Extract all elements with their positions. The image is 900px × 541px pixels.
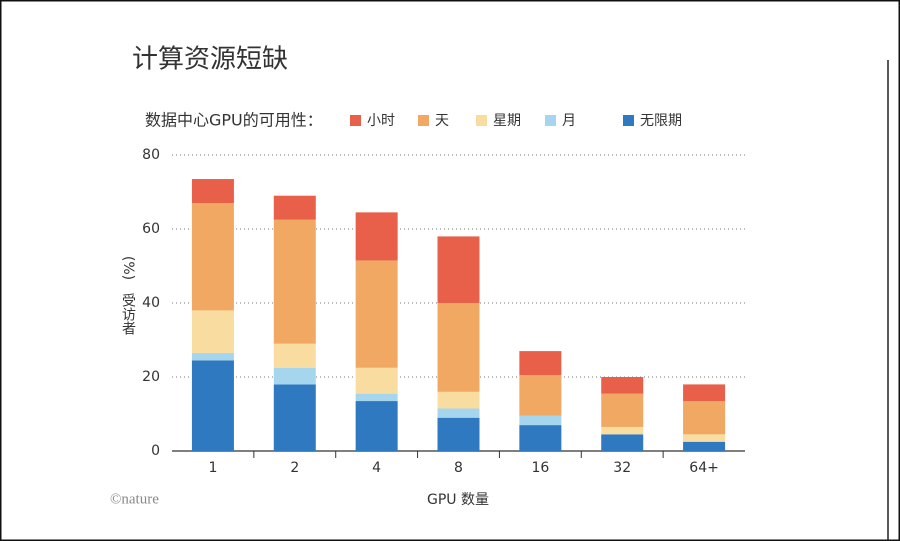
x-tick-label: 8 [454,460,463,476]
x-tick-label: 2 [290,460,299,476]
bar-segment [355,401,398,451]
legend-swatch [350,115,361,126]
legend-title: 数据中心GPU的可用性： [145,111,323,130]
bar-segment [683,434,726,442]
legend-label: 无限期 [640,113,682,129]
bar-segment [437,408,480,418]
y-tick-label: 60 [142,221,160,237]
bar-segment [191,203,234,311]
chart-title: 计算资源短缺 [132,45,288,75]
x-tick-label: 4 [372,460,381,476]
y-label: 受访者 [120,293,136,335]
bar-segment [273,219,316,344]
bar-segment [355,260,398,368]
legend-swatch [623,115,634,126]
x-tick-label: 1 [208,460,217,476]
y-tick-label: 0 [151,443,160,459]
bar-segment [601,393,644,427]
bar-segment [683,384,726,402]
y-tick-label: 40 [142,295,160,311]
bar-segment [437,236,480,303]
source-logo: ©nature [110,491,159,507]
legend-label: 星期 [493,113,521,129]
bar-segment [683,401,726,435]
x-tick-label: 32 [613,460,631,476]
bar-segment [191,360,234,451]
bar-segment [601,426,644,435]
legend-swatch [476,115,487,126]
bar-segment [437,417,480,451]
legend-label: 天 [435,113,449,129]
y-tick-label: 80 [142,147,160,163]
bar-segment [191,352,234,361]
legend-swatch [545,115,556,126]
bar-segment [519,425,562,451]
bar-segment [519,415,562,426]
x-tick-label: 64+ [689,460,719,476]
bar-segment [437,391,480,409]
bar-segment [355,393,398,402]
bar-segment [519,351,562,376]
bar-segment [519,375,562,416]
bar-segment [355,212,398,261]
bar-segment [683,441,726,451]
bar-segment [437,303,480,392]
legend-label: 小时 [367,113,395,129]
x-label: GPU 数量 [427,492,489,508]
bar-segment [191,179,234,204]
bar-segment [191,310,234,353]
legend-swatch [418,115,429,126]
legend-label: 月 [562,113,576,129]
bar-segment [601,434,644,451]
bar-segment [273,384,316,451]
bar-segment [601,377,644,394]
bar-segment [273,367,316,385]
bar-segment [273,195,316,220]
bar-segment [355,367,398,394]
y-unit: (%) [120,256,136,280]
x-tick-label: 16 [531,460,549,476]
bar-segment [273,343,316,368]
y-tick-label: 20 [142,369,160,385]
